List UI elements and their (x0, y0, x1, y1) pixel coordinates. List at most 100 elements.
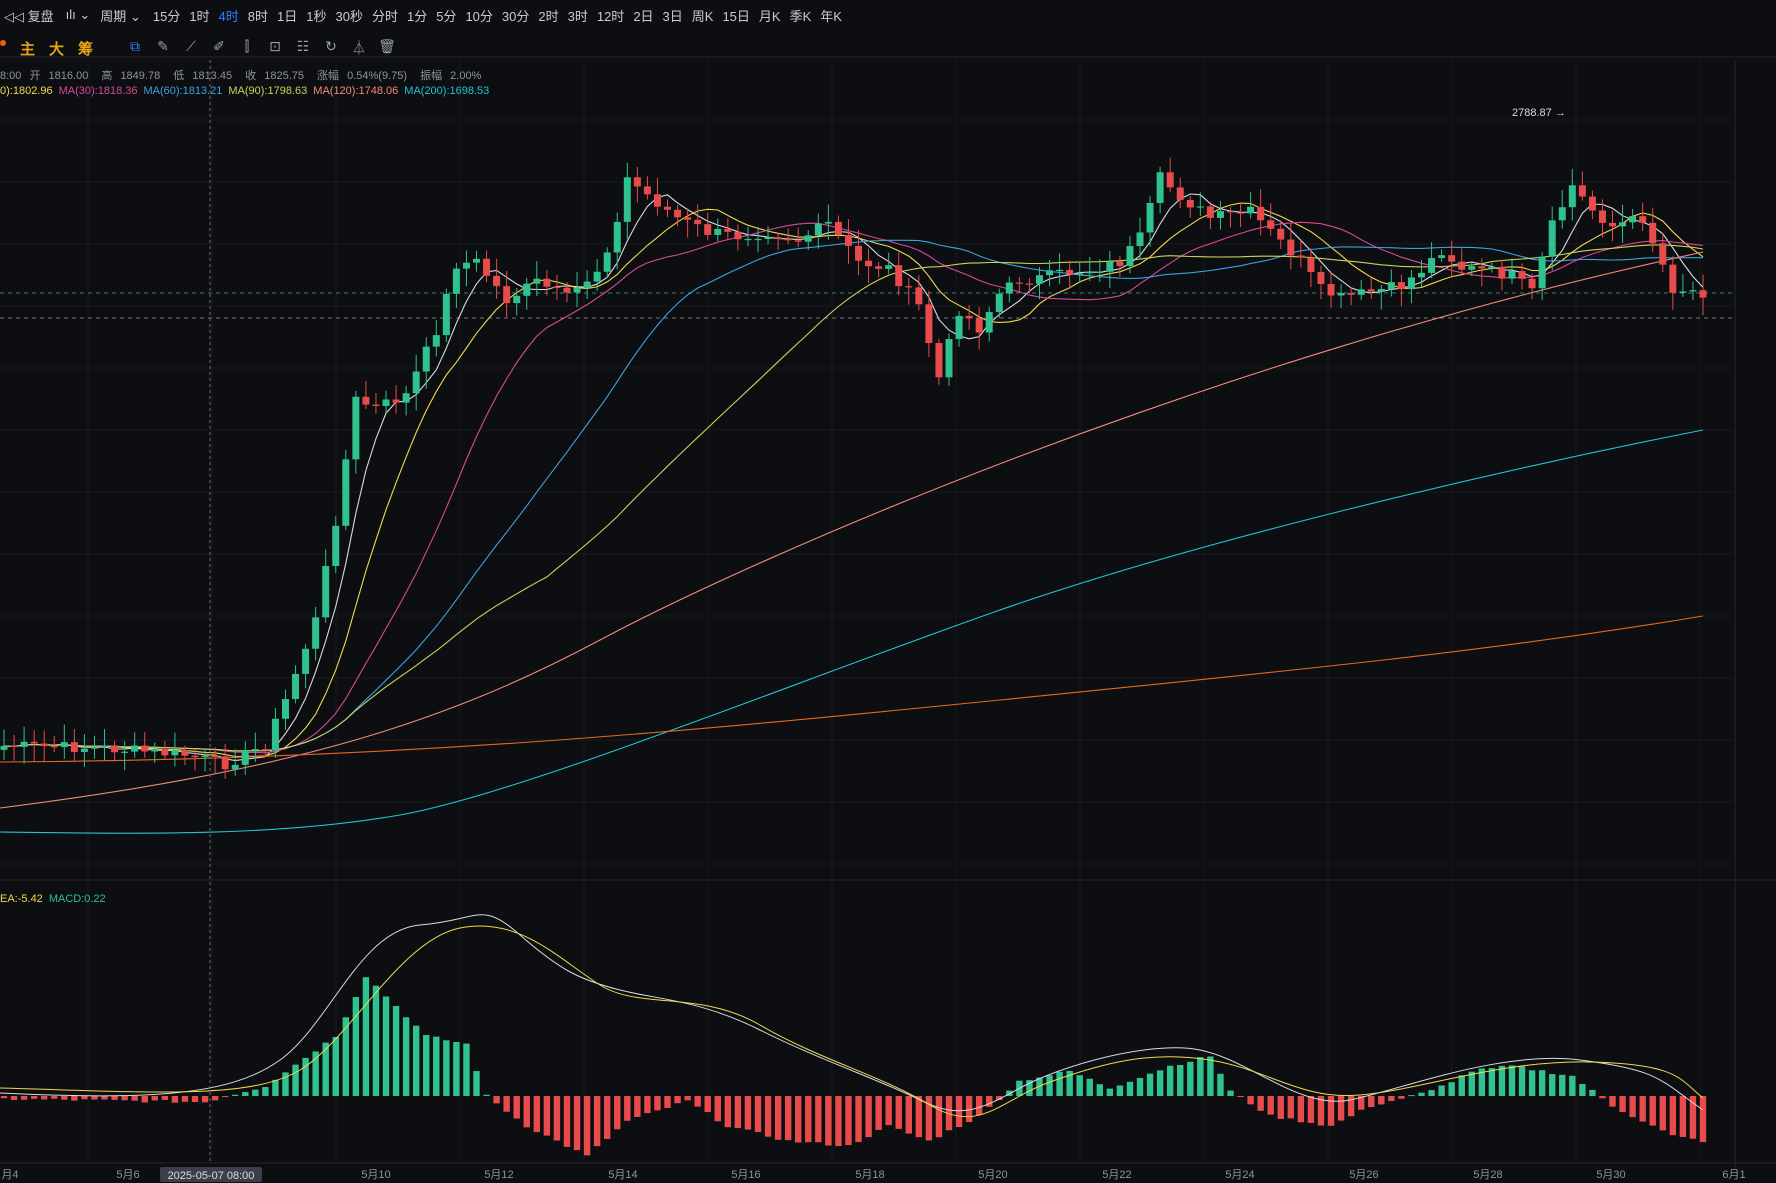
period-toolbar: ◁◁ 复盘 ılı ⌄ 周期 ⌄ 15分 1时 4时 8时 1日 1秒 30秒 分时 1分 5分 1… (0, 0, 1776, 30)
candle-body (101, 745, 109, 747)
macd-bar (945, 1096, 953, 1131)
candle-body (10, 745, 18, 748)
candle-body (1458, 261, 1466, 270)
ma-line-yellow (3, 202, 1704, 758)
macd-bar (1679, 1096, 1687, 1137)
candle-body (1056, 269, 1064, 272)
candle-style-icon[interactable]: ⫿ (244, 38, 250, 54)
macd-bar (1619, 1096, 1626, 1113)
change-value: 0.54%(9.75) (347, 70, 408, 82)
candle-body (684, 217, 692, 220)
macd-bar (1197, 1057, 1204, 1096)
macd-bar (684, 1096, 691, 1101)
interval-14[interactable]: 12时 (596, 8, 625, 24)
trash-icon[interactable]: 🗑 (378, 38, 396, 54)
candle-body (1538, 256, 1546, 289)
interval-17[interactable]: 周K (691, 8, 714, 24)
indicator-tag-2[interactable]: 筹 (78, 40, 94, 58)
interval-9[interactable]: 5分 (436, 8, 457, 24)
interval-12[interactable]: 2时 (538, 8, 559, 24)
candle-body (1096, 271, 1104, 273)
candle-body (442, 293, 450, 336)
candle-body (90, 746, 98, 749)
macd-bar (1478, 1068, 1486, 1096)
interval-2[interactable]: 4时 (218, 8, 239, 24)
macd-bar (1408, 1095, 1415, 1097)
interval-0[interactable]: 15分 (152, 8, 181, 24)
magnet-icon[interactable]: ↻ (325, 38, 337, 54)
interval-18[interactable]: 15日 (722, 8, 750, 24)
copy-chart-icon[interactable]: ⧉ (130, 38, 141, 54)
interval-7[interactable]: 分时 (371, 8, 398, 24)
candle-body (664, 206, 672, 210)
macd-bar (603, 1096, 611, 1139)
interval-5[interactable]: 1秒 (306, 8, 327, 24)
macd-bar (1388, 1096, 1395, 1101)
interval-1[interactable]: 1时 (189, 8, 210, 24)
candle-body (1216, 211, 1224, 218)
interval-21[interactable]: 年K (820, 8, 842, 24)
filter-icon[interactable]: ⏃ (352, 40, 367, 56)
macd-bar (493, 1096, 500, 1104)
open-value: 1816.00 (48, 70, 89, 82)
candle-body (764, 237, 772, 239)
macd-bar (181, 1096, 189, 1102)
chart-style-dropdown[interactable]: ılı ⌄ (66, 7, 101, 23)
candle-body (1307, 257, 1315, 272)
macd-bar (795, 1096, 802, 1143)
pen-icon[interactable]: ✐ (213, 38, 225, 54)
interval-4[interactable]: 1日 (277, 8, 298, 24)
macd-bar (91, 1096, 98, 1100)
indicator-tag-1[interactable]: 大 (49, 40, 65, 58)
ma-legend-item: MA(90):1798.63 (228, 85, 308, 97)
macd-bar (1086, 1078, 1093, 1096)
interval-8[interactable]: 1分 (406, 8, 428, 24)
candle-body (1528, 278, 1536, 289)
macd-bar (1438, 1085, 1445, 1096)
macd-bar (905, 1096, 912, 1134)
notes-icon[interactable]: ☷ (296, 38, 310, 54)
macd-bar (342, 1017, 350, 1096)
indicator-tag-0[interactable]: 主 (20, 40, 36, 58)
replay-button[interactable]: ◁◁ 复盘 (0, 6, 66, 25)
interval-10[interactable]: 10分 (465, 8, 493, 24)
interval-16[interactable]: 3日 (662, 8, 683, 24)
candle-body (855, 245, 863, 261)
macd-bar (121, 1096, 128, 1101)
macd-bar (1448, 1082, 1455, 1096)
lock-icon[interactable]: ⊡ (269, 38, 281, 54)
open-label: 开 (29, 70, 41, 82)
candle-body (774, 237, 782, 239)
macd-bar (835, 1096, 842, 1147)
interval-19[interactable]: 月K (758, 8, 781, 24)
candle-body (141, 745, 149, 752)
line-tool-icon[interactable]: ✎ (157, 38, 169, 54)
candle-body (60, 742, 68, 748)
macd-bar (925, 1096, 933, 1141)
candle-body (70, 742, 78, 752)
candle-body (1588, 196, 1596, 211)
candle-body (261, 749, 269, 751)
macd-bar (1096, 1084, 1104, 1096)
x-axis-label: 5月28 (1473, 1169, 1502, 1181)
candle-chart-icon: ılı (65, 7, 76, 22)
interval-6[interactable]: 30秒 (335, 8, 363, 24)
period-dropdown[interactable]: 周期 ⌄ (100, 6, 153, 25)
candle-body (1468, 266, 1476, 270)
crosshair-date-label: 2025-05-07 08:00 (168, 1170, 255, 1182)
ruler-icon[interactable]: ⟋ (186, 38, 196, 54)
interval-11[interactable]: 30分 (501, 8, 530, 24)
x-axis-label: 5月12 (484, 1169, 513, 1181)
x-axis-label: 5月18 (855, 1169, 884, 1181)
interval-13[interactable]: 3时 (567, 8, 588, 24)
candle-body (251, 749, 259, 751)
candle-body (131, 745, 139, 752)
interval-20[interactable]: 季K (789, 8, 812, 24)
candle-body (50, 746, 58, 748)
macd-bar (1297, 1096, 1305, 1123)
candle-body (352, 396, 360, 460)
interval-3[interactable]: 8时 (247, 8, 269, 24)
candle-body (714, 228, 722, 235)
interval-15[interactable]: 2日 (633, 8, 654, 24)
